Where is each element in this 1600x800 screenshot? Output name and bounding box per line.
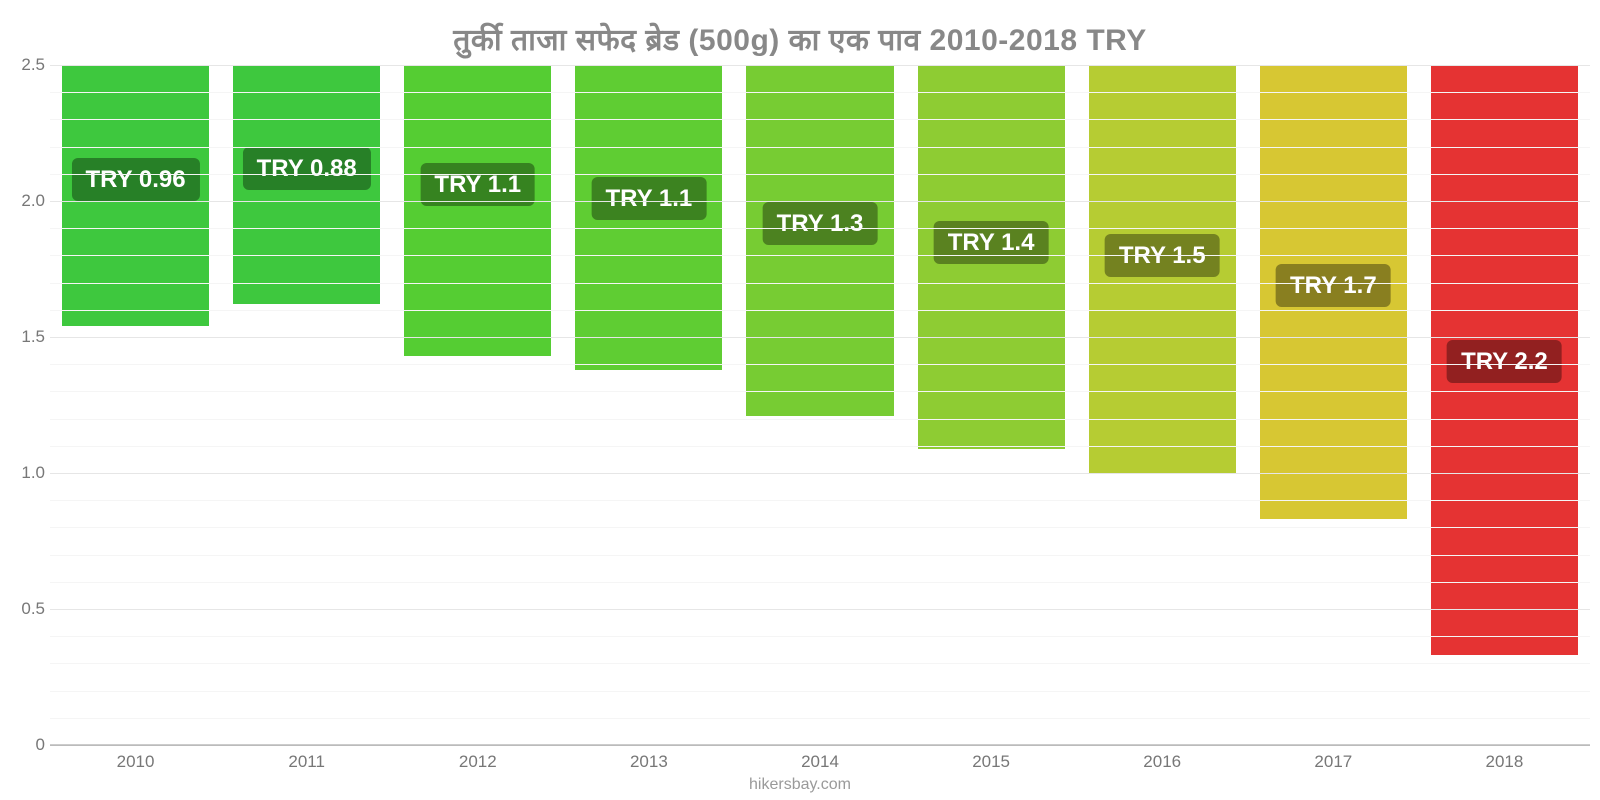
y-tick-label: 1.5 xyxy=(5,327,45,347)
price-chart: तुर्की ताजा सफेद ब्रेड (500g) का एक पाव … xyxy=(0,0,1600,800)
gridline-minor xyxy=(50,446,1590,447)
x-tick-label: 2014 xyxy=(734,752,905,772)
x-tick-label: 2017 xyxy=(1248,752,1419,772)
y-tick-label: 0 xyxy=(5,735,45,755)
value-label: TRY 2.2 xyxy=(1447,340,1562,383)
gridline-major xyxy=(50,337,1590,338)
bars-container: TRY 0.962010TRY 0.882011TRY 1.12012TRY 1… xyxy=(50,65,1590,744)
gridline-minor xyxy=(50,310,1590,311)
value-label: TRY 1.3 xyxy=(763,202,878,245)
x-tick-label: 2010 xyxy=(50,752,221,772)
gridline-minor xyxy=(50,419,1590,420)
x-tick-label: 2018 xyxy=(1419,752,1590,772)
plot-area: TRY 0.962010TRY 0.882011TRY 1.12012TRY 1… xyxy=(50,65,1590,745)
bar: TRY 1.5 xyxy=(1089,65,1236,473)
gridline-minor xyxy=(50,92,1590,93)
bar-slot: TRY 1.72017 xyxy=(1248,65,1419,744)
axis-zero-line xyxy=(50,745,1590,746)
bar: TRY 1.1 xyxy=(404,65,551,356)
gridline-minor xyxy=(50,228,1590,229)
value-label: TRY 1.4 xyxy=(934,221,1049,264)
gridline-minor xyxy=(50,255,1590,256)
x-tick-label: 2012 xyxy=(392,752,563,772)
gridline-major xyxy=(50,65,1590,66)
y-tick-label: 1.0 xyxy=(5,463,45,483)
gridline-minor xyxy=(50,174,1590,175)
x-tick-label: 2015 xyxy=(906,752,1077,772)
gridline-minor xyxy=(50,391,1590,392)
gridline-major xyxy=(50,201,1590,202)
gridline-minor xyxy=(50,636,1590,637)
gridline-minor xyxy=(50,364,1590,365)
bar-slot: TRY 2.22018 xyxy=(1419,65,1590,744)
bar: TRY 1.7 xyxy=(1260,65,1407,519)
gridline-minor xyxy=(50,555,1590,556)
gridline-minor xyxy=(50,283,1590,284)
bar-slot: TRY 1.12013 xyxy=(563,65,734,744)
y-tick-label: 2.5 xyxy=(5,55,45,75)
gridline-minor xyxy=(50,147,1590,148)
value-label: TRY 1.1 xyxy=(592,177,707,220)
gridline-minor xyxy=(50,527,1590,528)
bar-slot: TRY 0.962010 xyxy=(50,65,221,744)
bar: TRY 2.2 xyxy=(1431,65,1578,655)
bar: TRY 1.1 xyxy=(575,65,722,370)
gridline-minor xyxy=(50,691,1590,692)
gridline-minor xyxy=(50,663,1590,664)
gridline-major xyxy=(50,473,1590,474)
bar-slot: TRY 1.42015 xyxy=(906,65,1077,744)
bar-slot: TRY 0.882011 xyxy=(221,65,392,744)
bar-slot: TRY 1.52016 xyxy=(1077,65,1248,744)
value-label: TRY 1.7 xyxy=(1276,264,1391,307)
gridline-minor xyxy=(50,119,1590,120)
bar: TRY 0.88 xyxy=(233,65,380,304)
gridline-minor xyxy=(50,718,1590,719)
y-tick-label: 2.0 xyxy=(5,191,45,211)
bar-slot: TRY 1.12012 xyxy=(392,65,563,744)
gridline-major xyxy=(50,609,1590,610)
value-label: TRY 0.88 xyxy=(243,147,371,190)
gridline-minor xyxy=(50,582,1590,583)
chart-footer: hikersbay.com xyxy=(0,776,1600,794)
gridline-minor xyxy=(50,500,1590,501)
bar: TRY 0.96 xyxy=(62,65,209,326)
x-tick-label: 2011 xyxy=(221,752,392,772)
x-tick-label: 2013 xyxy=(563,752,734,772)
bar-slot: TRY 1.32014 xyxy=(734,65,905,744)
value-label: TRY 1.1 xyxy=(420,163,535,206)
chart-title: तुर्की ताजा सफेद ब्रेड (500g) का एक पाव … xyxy=(0,18,1600,59)
x-tick-label: 2016 xyxy=(1077,752,1248,772)
value-label: TRY 0.96 xyxy=(72,158,200,201)
y-tick-label: 0.5 xyxy=(5,599,45,619)
